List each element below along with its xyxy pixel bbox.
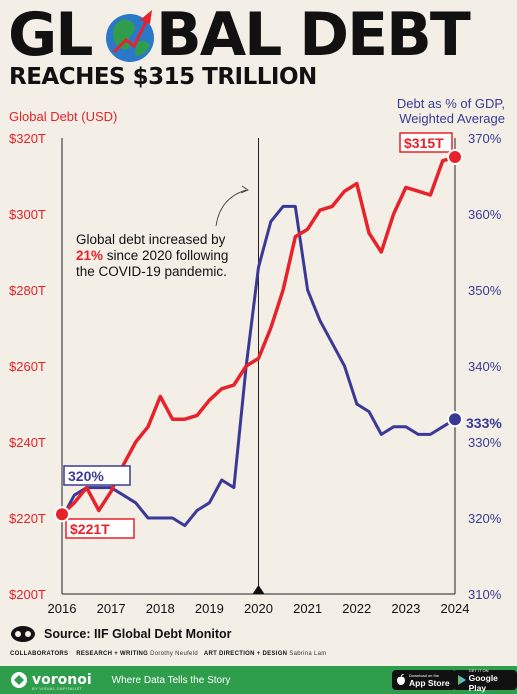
callout-start-debt-text: $221T: [70, 521, 110, 537]
brand-name[interactable]: voronoi: [32, 672, 92, 688]
left-axis-label: Global Debt (USD): [9, 109, 118, 124]
x-tick-label: 2023: [391, 601, 420, 616]
callout-end-debt: $315T: [399, 132, 453, 153]
title-part-1: GL: [8, 0, 93, 70]
callout-start-pct: 320%: [63, 465, 131, 486]
app-store-button[interactable]: Download on the App Store: [392, 670, 456, 690]
left-tick-label: $280T: [9, 283, 46, 298]
right-tick-label: 330%: [468, 435, 502, 450]
annotation-line2-rest: since 2020 following: [103, 248, 228, 263]
source-text: Source: IIF Global Debt Monitor: [44, 627, 232, 641]
right-ticks: 310% 320% 330% 340% 350% 360% 370%: [468, 131, 502, 602]
x-tick-label: 2021: [293, 601, 322, 616]
x-tick-label: 2016: [48, 601, 77, 616]
left-tick-label: $320T: [9, 131, 46, 146]
google-play-label: Google Play: [468, 672, 498, 693]
callout-start-debt: $221T: [65, 518, 135, 539]
art-label: ART DIRECTION + DESIGN: [203, 651, 288, 657]
apple-icon: [397, 674, 405, 685]
debt-start-dot: [54, 506, 70, 523]
right-tick-label: 360%: [468, 207, 502, 222]
annotation-line1: Global debt increased by: [76, 232, 226, 247]
x-ticks: 2016 2017 2018 2019 2020 2021 2022 2023 2024: [48, 601, 470, 616]
right-tick-label: 350%: [468, 283, 502, 298]
annotation-line2: 21% since 2020 following: [76, 248, 228, 263]
app-store-small: Download on the: [409, 672, 440, 678]
globe-icon: [106, 10, 154, 62]
right-axis-label-line2: Weighted Average: [399, 111, 505, 126]
annotation-highlight: 21%: [76, 248, 103, 263]
debt-end-dot: [447, 149, 463, 165]
google-play-button[interactable]: GET IT ON Google Play: [453, 667, 517, 693]
research-name: Dorothy Neufeld: [150, 651, 198, 657]
art-name: Sabrina Lam: [289, 651, 327, 657]
credits: COLLABORATORS RESEARCH + WRITING Dorothy…: [10, 651, 327, 657]
right-tick-label: 340%: [468, 359, 502, 374]
pct-end-dot: [447, 411, 463, 428]
collaborators-label: COLLABORATORS: [10, 651, 69, 657]
annotation-line3: the COVID-19 pandemic.: [76, 264, 227, 279]
left-ticks: $200T $220T $240T $260T $280T $300T $320T: [9, 131, 46, 602]
right-axis-label-line1: Debt as % of GDP,: [396, 96, 505, 111]
subtitle: REACHES $315 TRILLION: [9, 64, 317, 90]
annotation-arrow: [215, 189, 247, 227]
x-tick-label: 2020: [244, 601, 273, 616]
left-tick-label: $200T: [9, 587, 46, 602]
tagline: Where Data Tells the Story: [111, 674, 231, 686]
brand-sub: BY VISUAL CAPITALIST: [32, 686, 83, 691]
x-tick-label: 2024: [441, 601, 470, 616]
left-tick-label: $300T: [9, 207, 46, 222]
callout-start-pct-text: 320%: [68, 468, 104, 484]
google-play-small: GET IT ON: [468, 667, 489, 673]
right-tick-label: 310%: [468, 587, 502, 602]
series-pct-line: [60, 204, 456, 528]
bottom-bar: voronoi BY VISUAL CAPITALIST Where Data …: [0, 666, 517, 694]
callout-end-pct: 333%: [466, 415, 502, 431]
x-tick-label: 2022: [342, 601, 371, 616]
x-tick-label: 2018: [146, 601, 175, 616]
left-tick-label: $240T: [9, 435, 46, 450]
right-tick-label: 370%: [468, 131, 502, 146]
title-part-2: BAL DEBT: [156, 0, 471, 70]
research-label: RESEARCH + WRITING: [76, 651, 149, 657]
footer-source: Source: IIF Global Debt Monitor: [10, 622, 232, 646]
x-tick-label: 2017: [97, 601, 126, 616]
left-tick-label: $220T: [9, 511, 46, 526]
left-tick-label: $260T: [9, 359, 46, 374]
annotation-arrow-head: [240, 185, 249, 194]
source-icon: [11, 626, 35, 642]
x-tick-label: 2019: [195, 601, 224, 616]
voronoi-logo-icon: [11, 672, 27, 688]
app-store-label: App Store: [409, 677, 450, 688]
marker-2020-triangle: [252, 585, 265, 594]
google-play-icon: [458, 675, 466, 685]
callout-end-debt-text: $315T: [404, 135, 444, 151]
title-row: GL BAL DEBT: [8, 0, 513, 70]
series-debt-line: [60, 155, 456, 516]
right-axis-label: Debt as % of GDP, Weighted Average: [345, 96, 505, 126]
right-tick-label: 320%: [468, 511, 502, 526]
